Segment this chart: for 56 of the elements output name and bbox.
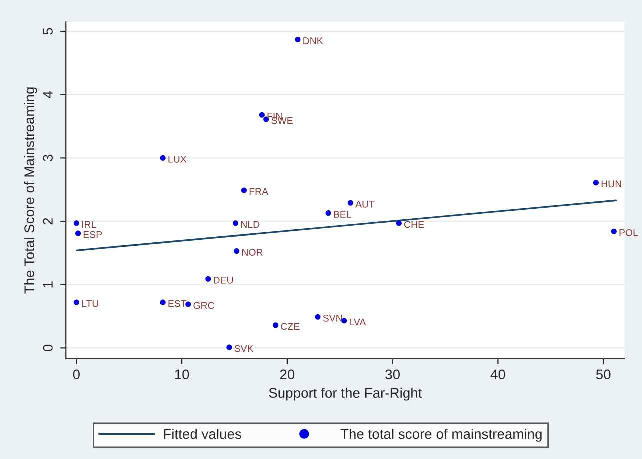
annotation: LUX (168, 156, 187, 163)
y-tick-label: 4 (43, 91, 53, 98)
x-tick-label: 30 (386, 370, 400, 380)
point (206, 276, 212, 282)
point (75, 230, 82, 236)
annotation: LVA (350, 318, 366, 326)
point (234, 248, 240, 254)
annotation: ESP (84, 231, 102, 238)
annotation: GRC (194, 302, 214, 310)
annotation: HUN (602, 180, 622, 188)
x-tick-label: 10 (175, 370, 190, 380)
y-tick-label: 2 (43, 218, 53, 225)
annotation: NLD (241, 221, 260, 228)
point (74, 220, 80, 226)
point (396, 220, 402, 226)
annotation: POL (620, 229, 638, 236)
annotation: SVN (323, 314, 342, 322)
annotation: NOR (242, 249, 263, 256)
annotation: BEL (334, 211, 352, 218)
annotation: CZE (281, 323, 300, 330)
point (160, 155, 166, 161)
annotation: DNK (304, 38, 324, 44)
legend-label: The total score of mainstreaming (340, 428, 542, 442)
y-axis-title: The Total Score of Mainstreaming (24, 88, 38, 294)
point (226, 344, 232, 350)
annotation: FRA (250, 188, 269, 196)
annotation: SVK (234, 345, 254, 352)
point (273, 322, 279, 328)
y-tick-label: 0 (43, 344, 53, 352)
annotation: DEU (214, 277, 234, 284)
x-tick-label: 50 (596, 370, 611, 380)
annotation: IRL (82, 221, 96, 228)
point (259, 112, 265, 118)
y-tick-label: 3 (43, 154, 53, 162)
annotation: AUT (356, 201, 375, 208)
point (74, 300, 80, 306)
point (315, 314, 321, 320)
point (611, 228, 617, 234)
annotation: CHE (404, 221, 424, 228)
point (241, 188, 248, 194)
point (593, 180, 599, 186)
point (326, 210, 332, 216)
point (348, 200, 354, 206)
point (342, 318, 348, 324)
annotation: EST (168, 300, 187, 308)
y-tick-label: 5 (43, 28, 53, 35)
annotation: LTU (82, 300, 98, 308)
y-tick-label: 1 (43, 282, 53, 288)
x-tick-label: 40 (490, 370, 506, 380)
point (160, 300, 166, 306)
legend-label: Fitted values (164, 428, 242, 440)
point (295, 36, 301, 43)
x-tick-label: 20 (280, 370, 295, 380)
x-tick-label: 0 (73, 370, 80, 380)
point (233, 220, 239, 226)
x-axis-title: Support for the Far-Right (269, 388, 422, 401)
